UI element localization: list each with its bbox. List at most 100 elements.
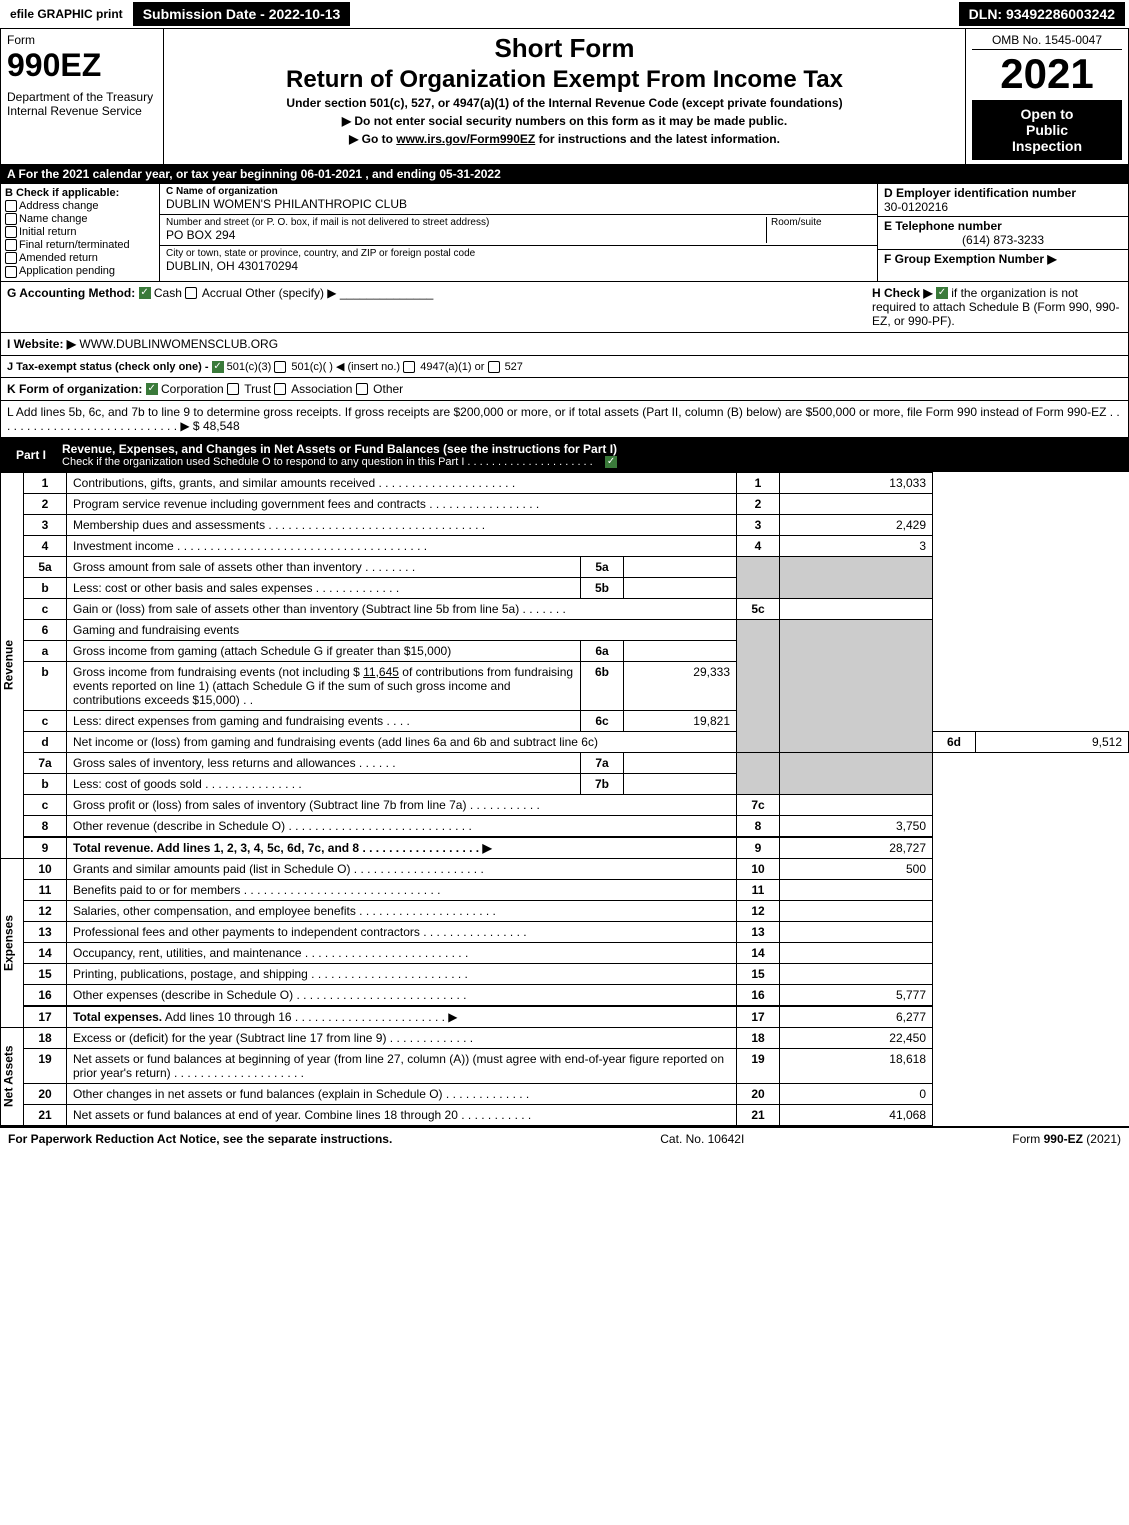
checkbox-icon[interactable] [5, 226, 17, 238]
line-9-val: 28,727 [780, 837, 933, 859]
section-d: D Employer identification number 30-0120… [878, 184, 1128, 217]
checkbox-icon[interactable] [274, 383, 286, 395]
b-item: Initial return [5, 226, 155, 238]
line-4-desc: Investment income [73, 539, 174, 553]
gh-row: G Accounting Method: ✓ Cash Accrual Othe… [0, 282, 1129, 333]
line-6-desc: Gaming and fundraising events [67, 619, 737, 640]
line-11-desc: Benefits paid to or for members [73, 883, 240, 897]
line-21-val: 41,068 [780, 1104, 933, 1125]
line-13-num: 13 [737, 921, 780, 942]
section-h: H Check ▶ ✓ if the organization is not r… [864, 286, 1122, 328]
city-label: City or town, state or province, country… [166, 248, 871, 259]
checkbox-icon[interactable] [274, 361, 286, 373]
line-16-desc: Other expenses (describe in Schedule O) [73, 988, 293, 1002]
omb-number: OMB No. 1545-0047 [972, 33, 1122, 50]
k-o2: Trust [244, 382, 271, 396]
g-accrual: Accrual [202, 286, 242, 300]
line-5b-desc: Less: cost or other basis and sales expe… [73, 581, 312, 595]
k-o1: Corporation [161, 382, 224, 396]
sub-5b-val [624, 577, 737, 598]
line-1-desc: Contributions, gifts, grants, and simila… [73, 476, 375, 490]
ein-label: D Employer identification number [884, 186, 1122, 200]
line-7a-desc: Gross sales of inventory, less returns a… [73, 756, 356, 770]
line-8-desc: Other revenue (describe in Schedule O) [73, 819, 285, 833]
checkbox-icon[interactable] [403, 361, 415, 373]
street-label: Number and street (or P. O. box, if mail… [166, 217, 766, 228]
section-b: B Check if applicable: Address change Na… [1, 184, 160, 281]
line-3-desc: Membership dues and assessments [73, 518, 265, 532]
checkbox-icon[interactable] [5, 252, 17, 264]
line-19-desc: Net assets or fund balances at beginning… [73, 1052, 724, 1080]
line-20-desc: Other changes in net assets or fund bala… [73, 1087, 443, 1101]
checkbox-icon[interactable] [5, 266, 17, 278]
line-2-num: 2 [737, 493, 780, 514]
section-j: J Tax-exempt status (check only one) - ✓… [0, 356, 1129, 378]
website-link[interactable]: WWW.DUBLINWOMENSCLUB.ORG [79, 337, 278, 351]
footer-right: Form 990-EZ (2021) [1012, 1132, 1121, 1146]
j-o4: 527 [505, 361, 523, 373]
line-20-num: 20 [737, 1083, 780, 1104]
sub-6c: 6c [581, 710, 624, 731]
line-11-val [780, 879, 933, 900]
checkbox-icon[interactable] [356, 383, 368, 395]
dln: DLN: 93492286003242 [959, 2, 1125, 26]
netassets-label: Net Assets [1, 1027, 24, 1125]
line-18-num: 18 [737, 1027, 780, 1048]
website-label: I Website: ▶ [7, 337, 76, 351]
line-7c-desc: Gross profit or (loss) from sales of inv… [73, 798, 466, 812]
sub-6c-val: 19,821 [624, 710, 737, 731]
section-k: K Form of organization: ✓ Corporation Tr… [0, 378, 1129, 401]
k-o4: Other [373, 382, 403, 396]
open1: Open to [978, 106, 1116, 122]
sub-7b: 7b [581, 773, 624, 794]
line-14-val [780, 942, 933, 963]
line-21-desc: Net assets or fund balances at end of ye… [73, 1108, 458, 1122]
line-6d-val: 9,512 [976, 731, 1129, 752]
irs-link[interactable]: www.irs.gov/Form990EZ [396, 132, 535, 146]
instruction2: ▶ Go to www.irs.gov/Form990EZ for instru… [170, 132, 959, 146]
under-section: Under section 501(c), 527, or 4947(a)(1)… [170, 96, 959, 110]
checkbox-icon[interactable] [185, 287, 197, 299]
line-12-num: 12 [737, 900, 780, 921]
line-14-num: 14 [737, 942, 780, 963]
line-18-val: 22,450 [780, 1027, 933, 1048]
line-7c-num: 7c [737, 794, 780, 815]
sub-6a-val [624, 640, 737, 661]
k-o3: Association [291, 382, 352, 396]
line-2-val [780, 493, 933, 514]
line-15-val [780, 963, 933, 984]
line-num: 1 [24, 472, 67, 493]
open3: Inspection [978, 138, 1116, 154]
line-6c-desc: Less: direct expenses from gaming and fu… [73, 714, 383, 728]
phone-value: (614) 873-3233 [884, 233, 1122, 247]
section-f: F Group Exemption Number ▶ [878, 250, 1128, 268]
line-6d-desc: Net income or (loss) from gaming and fun… [67, 731, 737, 752]
main-table: Revenue 1 Contributions, gifts, grants, … [0, 472, 1129, 1126]
irs-label: Internal Revenue Service [7, 104, 157, 118]
checkbox-icon[interactable] [227, 383, 239, 395]
section-g: G Accounting Method: ✓ Cash Accrual Othe… [7, 286, 864, 328]
short-form-title: Short Form [170, 33, 959, 64]
street-value: PO BOX 294 [166, 228, 766, 242]
section-c: C Name of organization DUBLIN WOMEN'S PH… [160, 184, 878, 281]
checkbox-icon[interactable] [5, 239, 17, 251]
ein-value: 30-0120216 [884, 200, 1122, 214]
sub-7a: 7a [581, 752, 624, 773]
checkbox-icon[interactable] [5, 213, 17, 225]
line-6b-amount: 11,645 [363, 665, 399, 679]
checkbox-icon[interactable] [488, 361, 500, 373]
line-10-val: 500 [780, 858, 933, 879]
sub-5b: 5b [581, 577, 624, 598]
line-3-num: 3 [737, 514, 780, 535]
dept-treasury: Department of the Treasury [7, 90, 157, 104]
l-text: L Add lines 5b, 6c, and 7b to line 9 to … [7, 405, 1120, 433]
j-label: J Tax-exempt status (check only one) - [7, 361, 212, 373]
line-12-desc: Salaries, other compensation, and employ… [73, 904, 356, 918]
line-15-desc: Printing, publications, postage, and shi… [73, 967, 308, 981]
c-street: Number and street (or P. O. box, if mail… [160, 215, 877, 246]
form-word: Form [7, 33, 157, 47]
checkbox-icon[interactable] [5, 200, 17, 212]
sub-6a: 6a [581, 640, 624, 661]
l-value: 48,548 [203, 419, 240, 433]
line-15-num: 15 [737, 963, 780, 984]
